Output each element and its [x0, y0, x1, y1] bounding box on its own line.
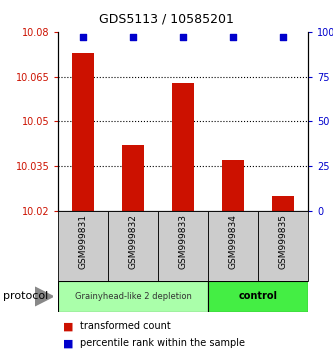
- Point: [131, 34, 136, 40]
- Point: [180, 34, 186, 40]
- Text: protocol: protocol: [3, 291, 49, 302]
- Text: GSM999832: GSM999832: [129, 214, 138, 269]
- Bar: [122, 145, 145, 211]
- Point: [280, 34, 286, 40]
- FancyBboxPatch shape: [208, 281, 308, 312]
- Text: ■: ■: [63, 338, 74, 348]
- Point: [81, 34, 86, 40]
- FancyBboxPatch shape: [208, 211, 258, 281]
- Bar: [72, 53, 95, 211]
- FancyBboxPatch shape: [258, 211, 308, 281]
- Text: percentile rank within the sample: percentile rank within the sample: [80, 338, 245, 348]
- FancyBboxPatch shape: [58, 211, 108, 281]
- Text: transformed count: transformed count: [80, 321, 171, 331]
- Point: [230, 34, 236, 40]
- Text: GSM999833: GSM999833: [178, 214, 188, 269]
- Text: GSM999831: GSM999831: [79, 214, 88, 269]
- Text: GDS5113 / 10585201: GDS5113 / 10585201: [99, 12, 234, 25]
- Bar: [172, 82, 194, 211]
- FancyBboxPatch shape: [158, 211, 208, 281]
- Bar: [222, 160, 244, 211]
- FancyBboxPatch shape: [108, 211, 158, 281]
- Text: control: control: [238, 291, 278, 302]
- Text: GSM999835: GSM999835: [278, 214, 288, 269]
- Text: ■: ■: [63, 321, 74, 331]
- Text: Grainyhead-like 2 depletion: Grainyhead-like 2 depletion: [75, 292, 191, 301]
- Text: GSM999834: GSM999834: [228, 214, 238, 269]
- FancyBboxPatch shape: [58, 281, 208, 312]
- Polygon shape: [35, 287, 53, 306]
- Bar: [272, 196, 294, 211]
